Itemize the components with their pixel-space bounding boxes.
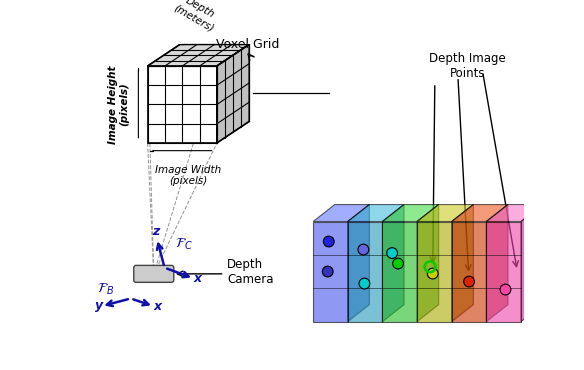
Circle shape <box>322 266 333 277</box>
Text: Depth Image
Points: Depth Image Points <box>429 52 506 80</box>
Circle shape <box>464 276 474 287</box>
Polygon shape <box>383 205 404 322</box>
Polygon shape <box>217 44 249 143</box>
Polygon shape <box>348 222 383 322</box>
Text: z: z <box>152 225 159 238</box>
Text: Voxel Grid: Voxel Grid <box>216 38 279 51</box>
Polygon shape <box>417 205 439 322</box>
Text: $\mathcal{F}_B$: $\mathcal{F}_B$ <box>97 281 114 297</box>
Polygon shape <box>313 222 348 322</box>
Circle shape <box>387 248 398 259</box>
Polygon shape <box>452 205 508 222</box>
Circle shape <box>500 284 511 295</box>
Polygon shape <box>148 66 217 143</box>
Text: Depth
Camera: Depth Camera <box>227 258 273 286</box>
Circle shape <box>427 268 438 279</box>
FancyBboxPatch shape <box>134 265 174 282</box>
Circle shape <box>359 278 370 289</box>
Text: x: x <box>194 272 202 285</box>
Polygon shape <box>486 205 508 322</box>
Circle shape <box>324 236 334 247</box>
Text: $\mathcal{F}_C$: $\mathcal{F}_C$ <box>175 237 193 252</box>
Text: Image Width
(pixels): Image Width (pixels) <box>155 165 221 186</box>
Polygon shape <box>148 44 249 66</box>
Polygon shape <box>486 222 521 322</box>
Text: Image Height
(pixels): Image Height (pixels) <box>107 65 129 144</box>
Text: Depth
(meters): Depth (meters) <box>172 0 221 34</box>
Polygon shape <box>348 205 369 322</box>
Polygon shape <box>348 205 404 222</box>
Polygon shape <box>486 205 543 222</box>
Polygon shape <box>452 222 486 322</box>
Circle shape <box>358 244 369 255</box>
Polygon shape <box>383 222 417 322</box>
FancyBboxPatch shape <box>136 277 172 282</box>
Polygon shape <box>452 205 473 322</box>
Polygon shape <box>313 205 369 222</box>
Polygon shape <box>417 222 452 322</box>
Polygon shape <box>521 205 543 322</box>
Polygon shape <box>417 205 473 222</box>
Text: y: y <box>95 299 103 312</box>
Text: x: x <box>154 300 162 313</box>
Polygon shape <box>383 205 439 222</box>
Circle shape <box>392 258 404 269</box>
